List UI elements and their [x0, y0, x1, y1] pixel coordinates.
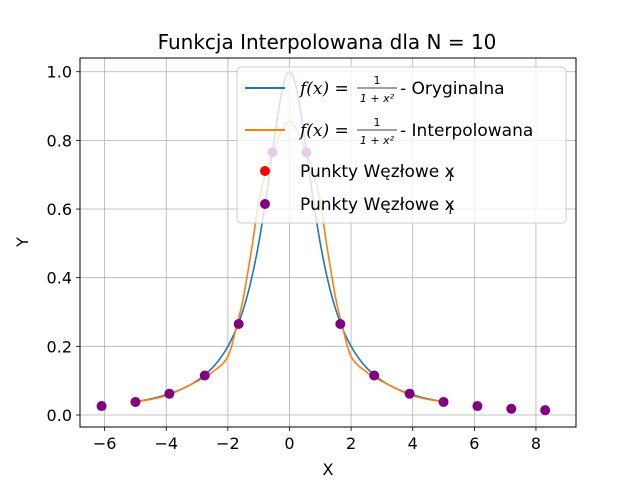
data-point — [506, 403, 517, 414]
y-tick-label: 0.0 — [47, 406, 72, 425]
legend: f(x) = 1 1 + x² - Oryginalna f(x) = 1 1 … — [236, 66, 567, 224]
x-tick-label: −2 — [216, 434, 240, 453]
data-point — [96, 401, 107, 412]
legend-label-purple-nodes: Punkty Węzłowe x​i — [300, 195, 455, 217]
data-point — [404, 388, 415, 399]
legend-suffix-interpolated: - Interpolowana — [400, 121, 533, 141]
y-tick-label: 0.6 — [47, 200, 72, 219]
chart-title: Funkcja Interpolowana dla N = 10 — [158, 30, 497, 54]
x-tick-label: 2 — [346, 434, 356, 453]
legend-box — [236, 66, 567, 224]
y-axis-title: Y — [13, 237, 32, 248]
legend-label-original: f(x) = — [298, 79, 349, 99]
y-tick-label: 0.8 — [47, 131, 72, 150]
data-point — [438, 396, 449, 407]
plot-frame — [79, 57, 577, 428]
x-tick-label: 6 — [469, 434, 479, 453]
data-point — [233, 319, 244, 330]
legend-label-interpolated: f(x) = — [298, 121, 349, 141]
data-point — [130, 396, 141, 407]
y-tick-label: 0.2 — [47, 337, 72, 356]
x-tick-label: 8 — [531, 434, 541, 453]
data-point — [472, 401, 483, 412]
ticks: −6 −4 −2 0 2 4 6 8 0.0 0.2 0.4 0.6 0.8 1.0 — [47, 63, 541, 453]
data-point — [540, 405, 551, 416]
data-point — [335, 319, 346, 330]
legend-frac-den-original: 1 + x² — [360, 92, 395, 105]
legend-label-red-nodes: Punkty Węzłowe x​i — [300, 162, 455, 184]
legend-frac-den-interpolated: 1 + x² — [360, 134, 395, 147]
x-tick-label: −6 — [93, 434, 117, 453]
x-tick-label: 0 — [284, 434, 294, 453]
y-tick-label: 0.4 — [47, 269, 72, 288]
x-tick-label: −4 — [154, 434, 178, 453]
data-point — [164, 388, 175, 399]
legend-marker-red-nodes — [260, 166, 270, 176]
y-tick-label: 1.0 — [47, 63, 72, 82]
legend-frac-num-original: 1 — [374, 74, 381, 87]
data-point — [369, 370, 380, 381]
legend-frac-num-interpolated: 1 — [374, 116, 381, 129]
legend-marker-purple-nodes — [260, 199, 270, 209]
data-point — [199, 370, 210, 381]
x-axis-title: X — [323, 460, 334, 479]
legend-suffix-original: - Oryginalna — [400, 79, 505, 99]
x-tick-label: 4 — [408, 434, 418, 453]
